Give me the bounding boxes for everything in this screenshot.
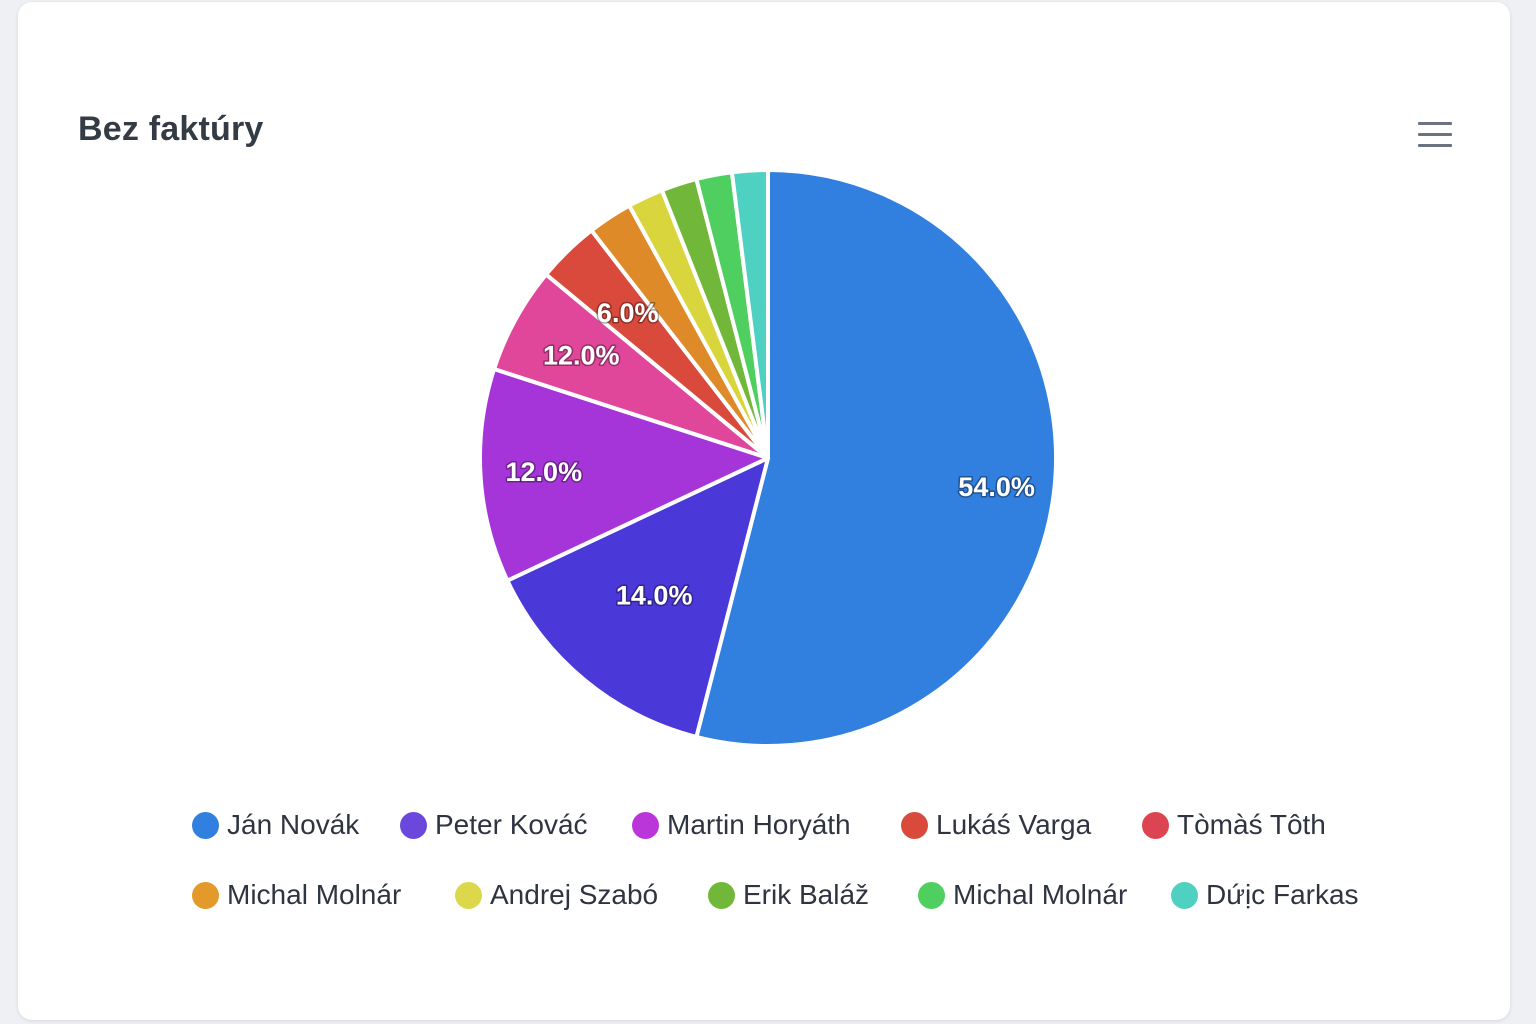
legend-item[interactable]: Dứịc Farkas — [1171, 875, 1359, 915]
legend-marker-icon — [1142, 811, 1169, 839]
legend-label: Martin Horyáth — [667, 809, 851, 840]
legend-item[interactable]: Michal Molnár — [192, 875, 401, 915]
slice-data-label: 12.0% — [543, 340, 620, 370]
pie-slice[interactable] — [694, 168, 1058, 748]
legend-marker-icon — [192, 811, 219, 839]
legend-marker-icon — [901, 811, 928, 839]
pie-slice[interactable] — [478, 367, 770, 583]
hamburger-menu-icon — [1418, 122, 1452, 125]
legend-label: Dứịc Farkas — [1206, 879, 1359, 910]
legend-item[interactable]: Ján Novák — [192, 805, 359, 845]
legend-item[interactable]: Andrej Szabó — [455, 875, 658, 915]
legend-label: Peter Kováć — [435, 809, 588, 840]
legend-item[interactable]: Tòmàś Tôth — [1142, 805, 1326, 845]
legend-marker-icon — [632, 811, 659, 839]
chart-title: Bez faktúry — [78, 110, 264, 148]
legend-marker-icon — [400, 811, 427, 839]
slice-data-label: 12.0% — [506, 457, 583, 487]
pie-slice[interactable] — [505, 456, 770, 739]
legend-label: Ján Novák — [227, 809, 360, 840]
legend-item[interactable]: Peter Kováć — [400, 805, 588, 845]
legend-marker-icon — [192, 881, 219, 909]
slice-data-label: 6.0% — [597, 298, 659, 328]
legend-label: Tòmàś Tôth — [1177, 809, 1326, 840]
legend-label: Lukáś Varga — [936, 809, 1092, 840]
slice-data-label: 14.0% — [616, 581, 693, 611]
slice-data-label: 54.0% — [958, 472, 1035, 502]
pie-chart: 54.0% 14.0% 12.0% 12.0% 6.0% — [478, 168, 1058, 748]
legend-label: Michal Molnár — [227, 879, 402, 910]
legend-item[interactable]: Lukáś Varga — [901, 805, 1091, 845]
legend-item[interactable]: Martin Horyáth — [632, 805, 851, 845]
pie-slice[interactable] — [729, 168, 770, 460]
legend-item[interactable]: Michal Molnár — [918, 875, 1127, 915]
chart-menu-button[interactable] — [1414, 116, 1458, 152]
legend-label: Erik Baláž — [743, 879, 870, 910]
hamburger-menu-icon — [1418, 144, 1452, 147]
chart-card: Bez faktúry 54.0% 14.0% 12.0% 12.0% 6.0% Ján… — [18, 2, 1510, 1020]
legend-marker-icon — [1171, 881, 1198, 909]
legend-marker-icon — [455, 881, 482, 909]
legend-item[interactable]: Erik Baláž — [708, 875, 869, 915]
legend-label: Michal Molnár — [953, 879, 1128, 910]
hamburger-menu-icon — [1418, 133, 1452, 136]
legend-marker-icon — [918, 881, 945, 909]
legend-marker-icon — [708, 881, 735, 909]
legend-label: Andrej Szabó — [490, 879, 659, 910]
